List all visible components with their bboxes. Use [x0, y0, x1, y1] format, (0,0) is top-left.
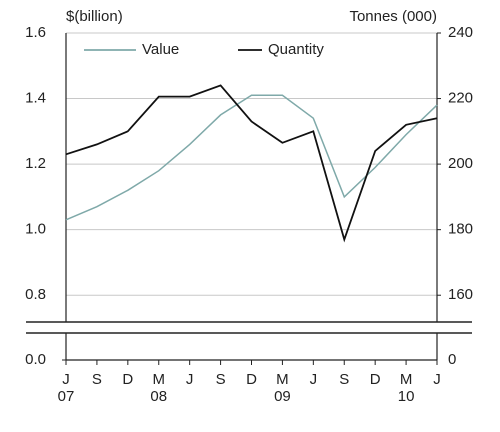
y2-tick-label: 180 — [448, 221, 473, 238]
y-tick-label: 1.6 — [25, 24, 46, 41]
x-tick-label: S — [92, 371, 102, 388]
y2-tick-label: 220 — [448, 90, 473, 107]
y2-tick-label: 160 — [448, 286, 473, 303]
y-tick-label: 0.8 — [25, 286, 46, 303]
x-year-label: 09 — [274, 388, 291, 405]
x-tick-label: M — [276, 371, 289, 388]
x-year-label: 07 — [58, 388, 75, 405]
y-tick-label: 1.2 — [25, 155, 46, 172]
x-tick-label: J — [186, 371, 194, 388]
y-axis-label: $(billion) — [66, 8, 123, 25]
x-tick-label: J — [433, 371, 441, 388]
y2-axis-label: Tonnes (000) — [349, 8, 437, 25]
axis-break-gap — [26, 322, 472, 333]
x-tick-label: J — [62, 371, 70, 388]
y-tick-label: 1.4 — [25, 90, 46, 107]
x-tick-label: S — [216, 371, 226, 388]
x-year-label: 10 — [398, 388, 415, 405]
x-tick-label: M — [153, 371, 166, 388]
y2-tick-label: 0 — [448, 351, 456, 368]
x-tick-label: D — [370, 371, 381, 388]
y-tick-label: 1.0 — [25, 221, 46, 238]
legend-label: Quantity — [268, 41, 324, 58]
y2-tick-label: 200 — [448, 155, 473, 172]
x-tick-label: D — [246, 371, 257, 388]
x-tick-label: J — [310, 371, 318, 388]
x-tick-label: D — [122, 371, 133, 388]
legend-label: Value — [142, 41, 179, 58]
y2-tick-label: 240 — [448, 24, 473, 41]
x-year-label: 08 — [150, 388, 167, 405]
series-line — [65, 84, 438, 243]
x-tick-label: S — [339, 371, 349, 388]
y-tick-label: 0.0 — [25, 351, 46, 368]
series-line — [65, 94, 438, 221]
x-tick-label: M — [400, 371, 413, 388]
